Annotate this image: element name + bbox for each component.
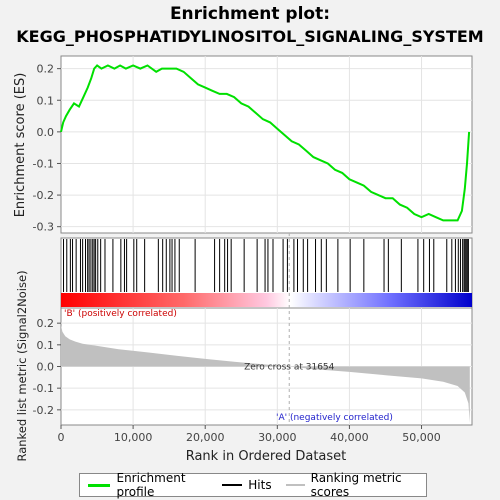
xtick-label: 30,000 [258, 431, 297, 444]
es-ytick-label: 0.1 [37, 94, 55, 107]
xtick-label: 40,000 [330, 431, 369, 444]
metric-ytick-label: 0.1 [37, 339, 55, 352]
chart-title: Enrichment plot: [169, 4, 331, 24]
xtick-label: 50,000 [402, 431, 441, 444]
legend-item-ranking: Ranking metric scores [285, 471, 426, 499]
legend-label-ranking: Ranking metric scores [310, 471, 402, 499]
enrichment-profile-line [60, 64, 471, 222]
es-ytick-label: 0.0 [37, 126, 55, 139]
metric-y-axis-label: Ranked list metric (Signal2Noise) [15, 270, 29, 461]
chart-subtitle: KEGG_PHOSPHATIDYLINOSITOL_SIGNALING_SYST… [16, 27, 484, 46]
rank-color-bar [61, 293, 472, 307]
ranking-metric-area [61, 325, 470, 423]
metric-ytick-label: 0.2 [37, 317, 55, 330]
legend-label-enrichment: Enrichment profile [116, 471, 186, 499]
es-plot-area [60, 55, 473, 234]
enrichment-chart: -0.3 -0.2 -0.1 0.0 0.1 0.2 Enrichment score (… [13, 55, 473, 464]
positive-label: 'B' (positively correlated) [64, 309, 177, 319]
negative-label: 'A' (negatively correlated) [276, 413, 393, 423]
legend-item-enrichment: Enrichment profile [88, 471, 212, 499]
legend-swatch-enrichment [88, 483, 111, 487]
metric-ytick-label: 0.0 [37, 361, 55, 374]
legend-swatch-hits [222, 484, 243, 486]
legend-label-hits: Hits [248, 478, 272, 492]
metric-ytick-label: -0.1 [33, 382, 54, 395]
es-y-axis-label: Enrichment score (ES) [13, 73, 28, 218]
legend: Enrichment profile Hits Ranking metric s… [79, 471, 427, 499]
legend-item-hits: Hits [222, 478, 272, 492]
xtick-label: 0 [58, 431, 65, 444]
es-ytick-label: -0.2 [33, 189, 54, 202]
es-ytick-label: -0.3 [33, 221, 54, 234]
metric-ytick-label: -0.2 [33, 404, 54, 417]
x-axis-label: Rank in Ordered Dataset [186, 449, 347, 464]
legend-swatch-ranking [285, 484, 305, 486]
zero-cross-label: Zero cross at 31654 [244, 363, 335, 373]
es-ytick-label: 0.2 [37, 63, 55, 76]
xtick-label: 20,000 [186, 431, 225, 444]
xtick-label: 10,000 [114, 431, 153, 444]
es-ytick-label: -0.1 [33, 157, 54, 170]
